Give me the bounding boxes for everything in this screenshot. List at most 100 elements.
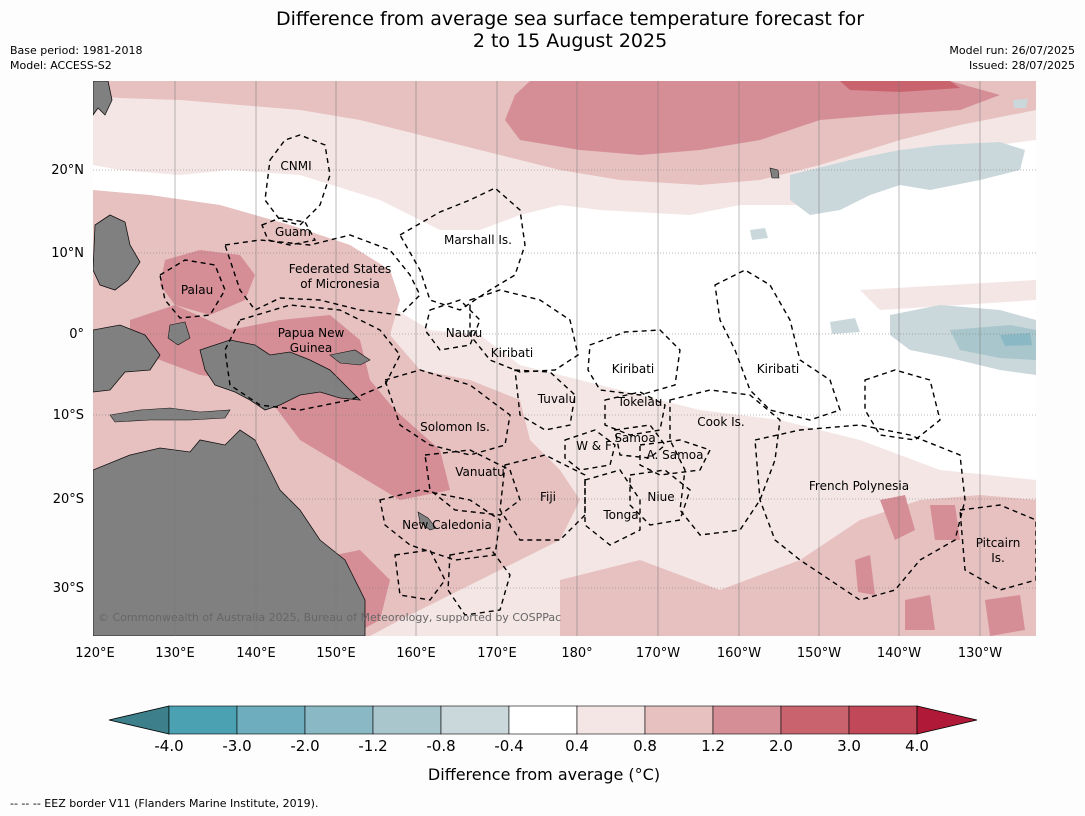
- anomaly-dark-pink-se1: [880, 495, 915, 540]
- label-cook: Cook Is.: [697, 415, 744, 429]
- label-fsm-2: of Micronesia: [300, 277, 380, 291]
- colorbar-segment: [712, 705, 782, 735]
- label-kiribati-central: Kiribati: [612, 362, 654, 376]
- anomaly-light-pink-east: [860, 280, 1036, 310]
- label-nauru: Nauru: [446, 326, 482, 340]
- colorbar-segment: [236, 705, 306, 735]
- eez-tuvalu: [514, 369, 576, 431]
- colorbar: [108, 705, 978, 735]
- longitude-labels: 120°E 130°E 140°E 150°E 160°E 170°E 180° 170°W 1…: [75, 646, 1002, 661]
- anomaly-dark-pink-se4: [855, 555, 875, 595]
- eez-marshall: [399, 187, 526, 311]
- label-french-polynesia: French Polynesia: [809, 479, 909, 493]
- latitude-labels: 20°N 10°N 0° 10°S 20°S 30°S: [51, 163, 84, 596]
- label-samoa: Samoa: [614, 431, 655, 445]
- eez-fiji: [499, 454, 586, 541]
- colorbar-tick-label: -0.8: [426, 737, 455, 755]
- new-caledonia-island: [417, 511, 437, 531]
- colorbar-segment: [304, 705, 374, 735]
- label-tuvalu: Tuvalu: [537, 392, 577, 406]
- bismarck-islands: [329, 349, 371, 366]
- colorbar-tick-label: -4.0: [154, 737, 183, 755]
- eez-am-samoa: [639, 439, 711, 476]
- eez-cnmi: [264, 134, 331, 226]
- graticule: [93, 81, 1036, 636]
- anomaly-blue-small-2: [830, 318, 860, 334]
- latitude-gridlines: [93, 169, 1036, 589]
- eez-kiribati-west: [469, 289, 579, 373]
- meta-left: Base period: 1981-2018 Model: ACCESS-S2: [10, 43, 142, 73]
- colorbar-title: Difference from average (°C): [428, 765, 660, 784]
- latitude-label: 30°S: [53, 581, 84, 596]
- label-niue: Niue: [647, 490, 674, 504]
- label-png-2: Guinea: [290, 341, 333, 355]
- issued-date: Issued: 28/07/2025: [968, 59, 1075, 72]
- colorbar-segment: [508, 705, 578, 735]
- label-kiribati-east: Kiribati: [757, 362, 799, 376]
- borneo-sulawesi-landmass: [93, 324, 161, 393]
- label-fsm-1: Federated States: [289, 262, 391, 276]
- colorbar-arrow-left: [108, 705, 170, 735]
- colorbar-tick-label: 0.4: [565, 737, 589, 755]
- eez-solomon: [384, 369, 511, 456]
- eez-norfolk: [394, 549, 446, 601]
- anomaly-blue-east-core: [1000, 333, 1032, 346]
- label-new-caledonia: New Caledonia: [402, 518, 492, 532]
- anomaly-dark-pink-se5: [905, 595, 935, 630]
- latitude-label: 0°: [69, 327, 84, 342]
- longitude-label: 120°E: [75, 646, 115, 661]
- longitude-gridlines: [174, 81, 981, 636]
- colorbar-segment: [576, 705, 646, 735]
- label-tokelau: Tokelau: [617, 395, 663, 409]
- label-wf: W & F: [576, 439, 612, 453]
- label-guam: Guam: [275, 225, 311, 239]
- anomaly-blue-small-1: [750, 228, 768, 240]
- title-line-2: 2 to 15 August 2025: [472, 30, 668, 52]
- anomaly-strong-pink-north: [840, 81, 960, 92]
- colorbar-tick-label: -2.0: [290, 737, 319, 755]
- colorbar-tick-labels: -4.0 -3.0 -2.0 -1.2 -0.8 -0.4 0.4 0.8 1.2 2.0 3.0 4…: [154, 737, 929, 755]
- new-guinea-landmass: [199, 339, 362, 411]
- label-pitcairn-2: Is.: [991, 551, 1005, 565]
- colorbar-tick-label: 2.0: [769, 737, 793, 755]
- eez-guam: [261, 217, 317, 246]
- eez-nauru: [424, 299, 481, 351]
- colorbar-tick-label: -1.2: [358, 737, 387, 755]
- longitude-label: 130°E: [155, 646, 195, 661]
- anomaly-blue-northeast: [790, 142, 1025, 215]
- eez-kiribati-east: [714, 269, 841, 421]
- philippines-landmass: [93, 81, 141, 291]
- halmahera-landmass: [167, 321, 191, 346]
- longitude-label: 140°W: [877, 646, 921, 661]
- eez-png: [224, 304, 401, 411]
- longitude-label: 170°E: [477, 646, 517, 661]
- anomaly-dark-pink-north: [505, 81, 1000, 155]
- eez-tonga: [584, 469, 641, 546]
- anomaly-dark-pink-palau: [160, 250, 255, 315]
- latitude-label: 10°N: [51, 246, 84, 261]
- model-run: Model run: 26/07/2025: [949, 44, 1075, 57]
- colorbar-tick-label: 3.0: [837, 737, 861, 755]
- colorbar-segment: [440, 705, 510, 735]
- label-tonga: Tonga: [602, 508, 638, 522]
- label-am-samoa: A. Samoa: [647, 448, 704, 462]
- label-marshall: Marshall Is.: [444, 233, 512, 247]
- title-line-1: Difference from average sea surface temp…: [275, 8, 865, 30]
- colorbar-tick-label: 4.0: [905, 737, 929, 755]
- eez-samoa: [614, 424, 666, 459]
- eez-wf: [564, 429, 616, 471]
- eez-kermadec: [447, 547, 511, 616]
- label-pitcairn-1: Pitcairn: [976, 536, 1021, 550]
- longitude-label: 170°W: [636, 646, 680, 661]
- meta-right: Model run: 26/07/2025 Issued: 28/07/2025: [949, 43, 1075, 73]
- label-fiji: Fiji: [540, 490, 556, 504]
- longitude-label: 180°: [561, 646, 592, 661]
- colorbar-tick-label: 0.8: [633, 737, 657, 755]
- base-period: Base period: 1981-2018: [10, 44, 143, 57]
- label-palau: Palau: [181, 283, 213, 297]
- label-png-1: Papua New: [278, 326, 345, 340]
- eez-fp-north: [864, 369, 941, 441]
- eez-tokelau: [604, 391, 666, 436]
- eez-kiribati-central: [587, 329, 681, 396]
- hawaii-island: [769, 167, 780, 179]
